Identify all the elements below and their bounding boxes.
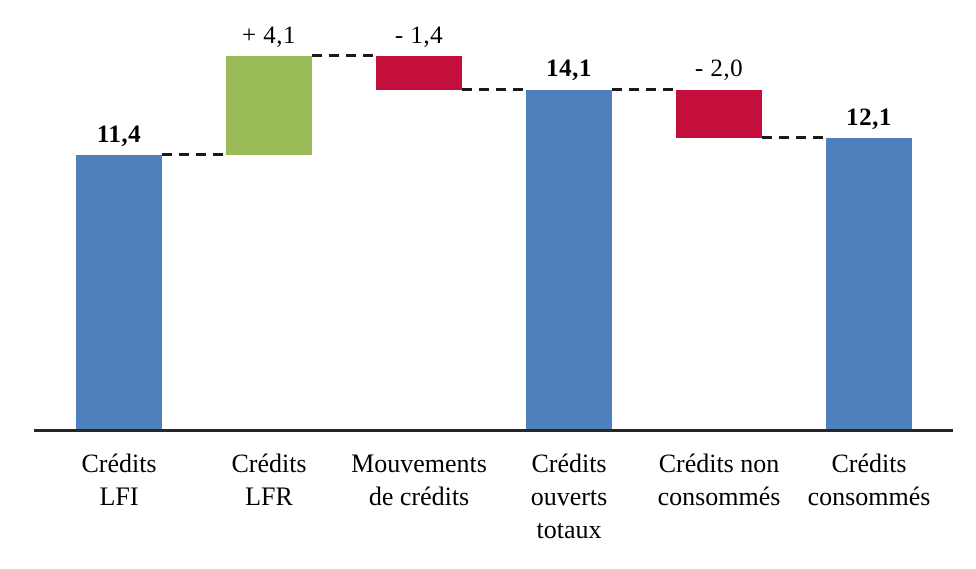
value-label-mouvements-de-credits: - 1,4 <box>394 21 444 49</box>
bar-mouvements-de-credits <box>376 56 462 91</box>
category-label-line: Crédits <box>81 449 157 478</box>
category-label-line: LFI <box>99 482 139 511</box>
bar-credits-lfi <box>76 155 162 430</box>
category-label-credits-non-consommes: Crédits non consommés <box>629 447 809 513</box>
x-axis-line <box>34 429 953 432</box>
category-label-credits-lfi: Crédits LFI <box>29 447 209 513</box>
category-label-line: consommés <box>657 482 781 511</box>
value-label-credits-ouverts-totaux: 14,1 <box>546 55 592 83</box>
category-label-line: de crédits <box>368 482 470 511</box>
bar-credits-lfr <box>226 56 312 156</box>
category-label-line: Mouvements <box>351 449 487 478</box>
bar-credits-consommes <box>826 138 912 430</box>
bar-credits-ouverts-totaux <box>526 90 612 430</box>
category-label-line: LFR <box>245 482 293 511</box>
category-label-credits-lfr: Crédits LFR <box>179 447 359 513</box>
category-label-mouvements-de-credits: Mouvements de crédits <box>329 447 509 513</box>
connector-dashed-line <box>162 153 226 157</box>
value-label-credits-consommes: 12,1 <box>846 103 892 131</box>
connector-dashed-line <box>462 88 526 92</box>
category-label-line: ouverts <box>530 482 608 511</box>
value-label-credits-non-consommes: - 2,0 <box>694 55 744 83</box>
category-label-line: Crédits non <box>658 449 780 478</box>
connector-dashed-line <box>312 54 376 58</box>
category-label-line: totaux <box>536 515 602 544</box>
value-label-credits-lfr: + 4,1 <box>241 21 297 49</box>
value-label-credits-lfi: 11,4 <box>96 120 142 148</box>
category-label-line: Crédits <box>831 449 907 478</box>
category-label-credits-ouverts-totaux: Crédits ouverts totaux <box>479 447 659 546</box>
category-label-line: Crédits <box>231 449 307 478</box>
category-label-credits-consommes: Crédits consommés <box>779 447 959 513</box>
bar-credits-non-consommes <box>676 90 762 139</box>
connector-dashed-line <box>762 136 826 140</box>
category-label-line: consommés <box>807 482 931 511</box>
category-label-line: Crédits <box>531 449 607 478</box>
connector-dashed-line <box>612 88 676 92</box>
